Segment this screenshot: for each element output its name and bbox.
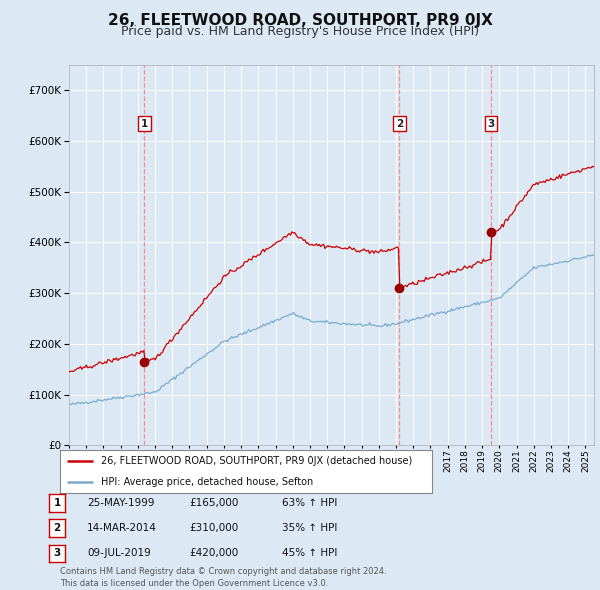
Text: Price paid vs. HM Land Registry's House Price Index (HPI): Price paid vs. HM Land Registry's House … (121, 25, 479, 38)
Text: 3: 3 (487, 119, 494, 129)
Text: 25-MAY-1999: 25-MAY-1999 (87, 498, 155, 507)
Text: 2: 2 (53, 523, 61, 533)
Text: 26, FLEETWOOD ROAD, SOUTHPORT, PR9 0JX: 26, FLEETWOOD ROAD, SOUTHPORT, PR9 0JX (107, 13, 493, 28)
Text: 35% ↑ HPI: 35% ↑ HPI (282, 523, 337, 533)
Text: 63% ↑ HPI: 63% ↑ HPI (282, 498, 337, 507)
Text: £165,000: £165,000 (189, 498, 238, 507)
Text: 2: 2 (395, 119, 403, 129)
Text: 1: 1 (141, 119, 148, 129)
Text: £420,000: £420,000 (189, 549, 238, 558)
Text: 3: 3 (53, 549, 61, 558)
Text: 1: 1 (53, 498, 61, 507)
Text: £310,000: £310,000 (189, 523, 238, 533)
Text: 45% ↑ HPI: 45% ↑ HPI (282, 549, 337, 558)
Text: HPI: Average price, detached house, Sefton: HPI: Average price, detached house, Seft… (101, 477, 313, 487)
Text: 26, FLEETWOOD ROAD, SOUTHPORT, PR9 0JX (detached house): 26, FLEETWOOD ROAD, SOUTHPORT, PR9 0JX (… (101, 456, 412, 466)
Text: 14-MAR-2014: 14-MAR-2014 (87, 523, 157, 533)
Text: Contains HM Land Registry data © Crown copyright and database right 2024.
This d: Contains HM Land Registry data © Crown c… (60, 568, 386, 588)
Text: 09-JUL-2019: 09-JUL-2019 (87, 549, 151, 558)
